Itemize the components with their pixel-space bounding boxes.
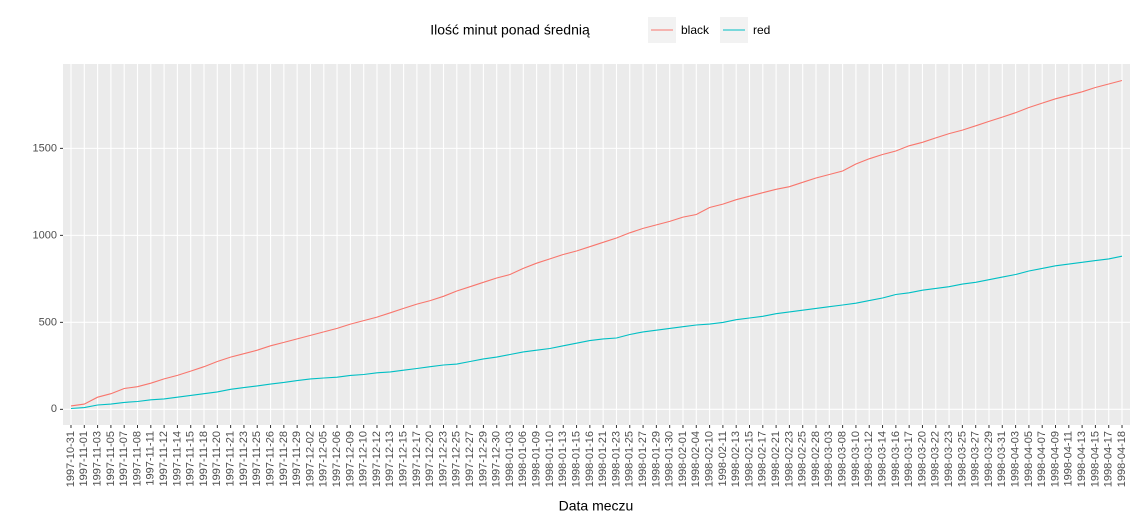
x-tick-label: 1997-11-29 <box>291 431 303 486</box>
x-tick-label: 1997-11-18 <box>198 431 210 486</box>
x-tick-label: 1998-04-15 <box>1089 431 1101 487</box>
x-tick-label: 1998-02-17 <box>757 431 769 487</box>
x-tick-label: 1997-11-23 <box>238 431 250 486</box>
x-tick-label: 1998-02-01 <box>677 431 689 487</box>
x-tick-label: 1998-01-16 <box>584 431 596 487</box>
x-tick-label: 1997-11-07 <box>118 431 130 486</box>
x-tick-label: 1997-12-27 <box>464 431 476 487</box>
x-tick-label: 1997-12-13 <box>384 431 396 487</box>
x-tick-label: 1998-01-27 <box>637 431 649 487</box>
x-tick-label: 1998-01-13 <box>557 431 569 487</box>
x-tick-label: 1997-12-02 <box>304 431 316 487</box>
x-tick-label: 1998-01-06 <box>517 431 529 487</box>
x-tick-label: 1998-01-25 <box>624 431 636 487</box>
x-tick-label: 1997-12-25 <box>451 431 463 487</box>
x-tick-label: 1998-02-04 <box>690 431 702 487</box>
x-tick-label: 1998-03-14 <box>876 431 888 487</box>
x-tick-label: 1998-01-30 <box>664 431 676 487</box>
x-tick-label: 1997-12-10 <box>358 431 370 487</box>
x-tick-label: 1998-02-10 <box>703 431 715 487</box>
x-tick-label: 1998-02-11 <box>717 431 729 486</box>
x-tick-label: 1997-11-25 <box>251 431 263 486</box>
legend-label: black <box>681 23 710 37</box>
x-tick-label: 1998-01-15 <box>570 431 582 487</box>
x-tick-label: 1998-03-27 <box>970 431 982 487</box>
x-tick-label: 1997-11-01 <box>78 431 90 486</box>
x-tick-label: 1998-02-25 <box>797 431 809 487</box>
x-tick-label: 1997-11-11 <box>145 431 157 486</box>
x-tick-label: 1998-04-17 <box>1103 431 1115 487</box>
legend-title: Ilość minut ponad średnią <box>430 22 590 38</box>
line-series <box>70 255 1123 410</box>
x-tick-label: 1998-03-17 <box>903 431 915 487</box>
x-tick-label: 1997-12-17 <box>411 431 423 487</box>
y-tick-label: 500 <box>39 316 57 328</box>
x-tick-label: 1997-12-09 <box>344 431 356 487</box>
x-tick-label: 1998-02-21 <box>770 431 782 487</box>
x-tick-label: 1998-01-10 <box>544 431 556 487</box>
legend-label: red <box>753 23 770 37</box>
x-tick-label: 1998-04-11 <box>1063 431 1075 486</box>
x-tick-label: 1997-11-28 <box>278 431 290 486</box>
y-tick-label: 1500 <box>33 142 57 154</box>
x-tick-label: 1998-04-05 <box>1023 431 1035 487</box>
x-tick-label: 1997-12-12 <box>371 431 383 487</box>
x-tick-label: 1998-04-09 <box>1049 431 1061 487</box>
x-tick-label: 1998-03-31 <box>996 431 1008 487</box>
x-tick-label: 1997-12-20 <box>424 431 436 487</box>
x-tick-label: 1997-11-26 <box>264 431 276 486</box>
x-tick-label: 1998-03-29 <box>983 431 995 487</box>
x-tick-label: 1998-03-12 <box>863 431 875 487</box>
x-tick-label: 1997-11-12 <box>158 431 170 486</box>
x-tick-label: 1998-03-03 <box>823 431 835 487</box>
x-tick-label: 1998-04-03 <box>1009 431 1021 487</box>
x-tick-label: 1998-01-03 <box>504 431 516 487</box>
x-tick-label: 1998-03-08 <box>837 431 849 487</box>
x-tick-label: 1998-02-15 <box>743 431 755 487</box>
x-tick-label: 1998-01-23 <box>610 431 622 487</box>
x-tick-label: 1997-11-03 <box>91 431 103 486</box>
x-tick-label: 1998-01-21 <box>597 431 609 487</box>
x-tick-label: 1997-11-15 <box>185 431 197 486</box>
x-tick-label: 1998-03-22 <box>930 431 942 487</box>
x-tick-label: 1998-01-09 <box>531 431 543 487</box>
y-tick-label: 0 <box>51 403 57 415</box>
x-tick-label: 1998-02-28 <box>810 431 822 487</box>
x-tick-label: 1998-04-18 <box>1116 431 1128 487</box>
x-tick-label: 1997-10-31 <box>65 431 77 487</box>
x-axis-title: Data meczu <box>559 498 634 514</box>
x-tick-label: 1997-12-30 <box>491 431 503 487</box>
x-tick-label: 1997-11-05 <box>105 431 117 486</box>
line-series <box>70 79 1123 407</box>
x-tick-label: 1998-01-29 <box>650 431 662 487</box>
y-tick-label: 1000 <box>33 229 57 241</box>
x-tick-label: 1998-02-23 <box>783 431 795 487</box>
x-tick-label: 1998-03-23 <box>943 431 955 487</box>
x-tick-label: 1997-12-15 <box>397 431 409 487</box>
x-tick-label: 1997-11-20 <box>211 431 223 486</box>
x-tick-label: 1997-11-21 <box>225 431 237 486</box>
x-tick-label: 1997-11-08 <box>131 431 143 486</box>
x-tick-label: 1997-12-29 <box>477 431 489 487</box>
x-tick-label: 1997-12-05 <box>318 431 330 487</box>
x-tick-label: 1998-04-07 <box>1036 431 1048 487</box>
x-tick-label: 1998-03-16 <box>890 431 902 487</box>
x-tick-label: 1998-03-25 <box>956 431 968 487</box>
x-tick-label: 1997-12-06 <box>331 431 343 487</box>
x-tick-label: 1998-03-20 <box>916 431 928 487</box>
x-tick-label: 1997-12-23 <box>437 431 449 487</box>
x-tick-label: 1998-03-10 <box>850 431 862 487</box>
x-tick-label: 1997-11-14 <box>171 431 183 486</box>
x-tick-label: 1998-02-13 <box>730 431 742 487</box>
x-tick-label: 1998-04-13 <box>1076 431 1088 487</box>
